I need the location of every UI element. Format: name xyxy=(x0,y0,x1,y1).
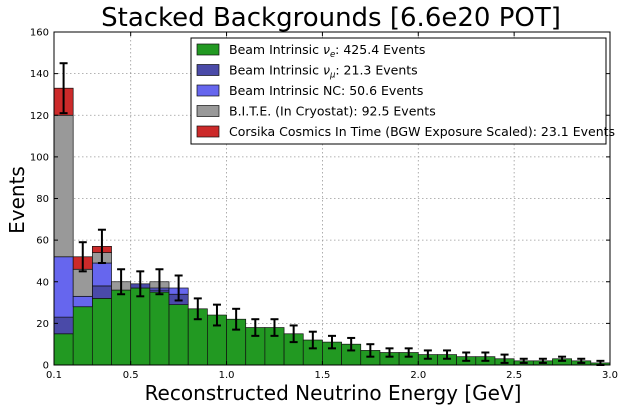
error-bar xyxy=(117,268,126,296)
error-bar xyxy=(577,357,586,364)
error-bar xyxy=(404,347,413,358)
legend-label: Beam Intrinsic νe: 425.4 Events xyxy=(229,42,425,60)
x-tick-label: 0.5 xyxy=(123,370,139,381)
error-bar xyxy=(155,268,164,296)
x-tick-label: 1.0 xyxy=(219,370,235,381)
error-bar xyxy=(328,334,336,350)
error-bar xyxy=(136,270,145,298)
bar-segment-series-2 xyxy=(72,295,93,308)
error-bar xyxy=(59,62,68,115)
error-bar xyxy=(481,351,490,362)
error-bar xyxy=(308,330,317,350)
legend-item: Beam Intrinsic νμ: 21.3 Events xyxy=(196,63,418,81)
y-tick-label: 20 xyxy=(36,319,49,330)
y-tick-label: 160 xyxy=(30,28,49,39)
y-tick-label: 0 xyxy=(43,361,49,372)
bar-segment-series-0 xyxy=(53,333,74,366)
legend-swatch xyxy=(196,105,220,117)
bar-segment-series-0 xyxy=(111,289,132,366)
bar-segment-series-0 xyxy=(149,291,170,366)
error-bar xyxy=(519,357,528,364)
error-bar xyxy=(423,349,432,360)
error-bar xyxy=(78,241,87,273)
x-tick-label: 2.0 xyxy=(410,370,426,381)
legend-swatch xyxy=(196,84,220,97)
error-bar xyxy=(443,349,452,360)
bar-segment-series-2 xyxy=(53,256,74,318)
x-tick-label: 3.0 xyxy=(602,370,618,381)
y-tick-label: 140 xyxy=(30,69,49,80)
legend-label: Beam Intrinsic NC: 50.6 Events xyxy=(229,83,423,98)
legend-swatch xyxy=(196,43,220,56)
legend-label: Beam Intrinsic νμ: 21.3 Events xyxy=(229,63,418,81)
y-tick-label: 40 xyxy=(36,277,49,288)
chart-title: Stacked Backgrounds [6.6e20 POT] xyxy=(101,3,561,33)
error-bars xyxy=(59,62,605,366)
bar-segment-series-3 xyxy=(53,114,74,258)
axis-ticks: 0.1 0.5 1.0 1.5 2.0 2.5 3.0 0 20 40 60 80 100 120 140 1… xyxy=(30,28,618,382)
error-bar xyxy=(500,353,509,364)
error-bar xyxy=(193,297,202,321)
error-bar xyxy=(347,336,356,352)
bar-segment-series-3 xyxy=(72,268,93,297)
y-tick-label: 100 xyxy=(30,152,49,163)
bar-segment-series-2 xyxy=(91,262,112,287)
legend-item: Beam Intrinsic NC: 50.6 Events xyxy=(196,83,423,98)
error-bar xyxy=(270,318,279,337)
x-tick-label: 1.5 xyxy=(314,370,330,381)
x-axis-label: Reconstructed Neutrino Energy [GeV] xyxy=(145,381,522,405)
legend-item: B.I.T.E. (In Cryostat): 92.5 Events xyxy=(196,104,436,119)
x-tick-label: 2.5 xyxy=(506,370,522,381)
error-bar xyxy=(174,274,183,302)
x-tick-label: 0.1 xyxy=(46,370,62,381)
legend: Beam Intrinsic νe: 425.4 Events Beam Intr… xyxy=(190,37,615,145)
legend-label: B.I.T.E. (In Cryostat): 92.5 Events xyxy=(229,104,436,119)
bar-segment-series-0 xyxy=(130,287,151,366)
bar-segment-series-1 xyxy=(91,285,112,299)
error-bar xyxy=(289,324,298,344)
legend-box xyxy=(190,37,607,145)
y-tick-label: 80 xyxy=(36,194,49,205)
bar-segment-series-0 xyxy=(72,306,93,366)
error-bar xyxy=(366,343,375,358)
error-bar xyxy=(97,228,106,265)
error-bar xyxy=(462,351,471,362)
legend-label: Corsika Cosmics In Time (BGW Exposure Sc… xyxy=(229,124,615,139)
y-tick-label: 120 xyxy=(30,111,49,122)
bar-segment-series-1 xyxy=(53,316,74,335)
legend-item: Corsika Cosmics In Time (BGW Exposure Sc… xyxy=(196,124,615,139)
legend-swatch xyxy=(196,64,220,76)
y-tick-label: 60 xyxy=(36,236,49,247)
error-bar xyxy=(212,303,221,327)
legend-swatch xyxy=(196,125,220,138)
error-bar xyxy=(538,357,547,364)
error-bar xyxy=(558,355,567,362)
error-bar xyxy=(385,347,394,358)
error-bar xyxy=(251,318,260,337)
y-axis-label: Events xyxy=(5,166,29,234)
legend-item: Beam Intrinsic νe: 425.4 Events xyxy=(196,42,425,60)
bar-segment-series-0 xyxy=(168,304,189,366)
bar-segment-series-0 xyxy=(91,298,112,366)
error-bar xyxy=(232,307,241,331)
